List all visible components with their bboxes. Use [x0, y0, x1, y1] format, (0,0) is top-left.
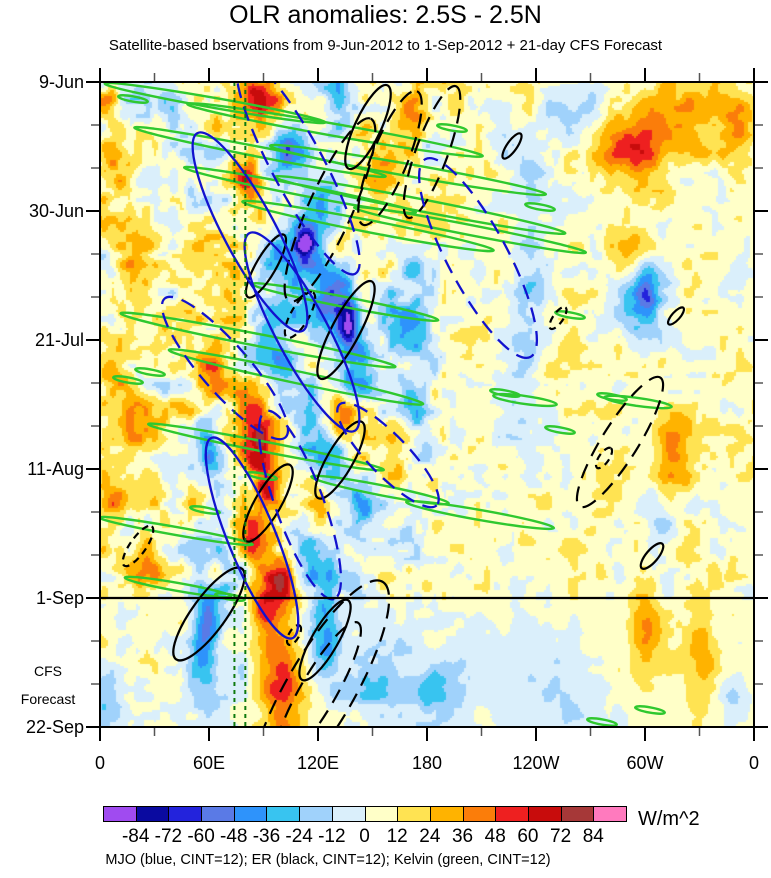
- colorbar-tick-label: 0: [359, 826, 370, 847]
- x-tick-label: 0: [94, 753, 106, 773]
- colorbar-tick-label: 48: [484, 826, 506, 847]
- mjo-wave-contours: [160, 82, 539, 640]
- colorbar-segment: [135, 806, 170, 822]
- x-tick-label: 120E: [296, 753, 340, 773]
- colorbar-segment: [233, 806, 268, 822]
- olr-anomaly-field: [100, 82, 754, 727]
- y-tick-label: 1-Sep: [35, 588, 84, 608]
- plot-frame: [99, 81, 755, 728]
- colorbar-tick-label: 36: [451, 826, 474, 847]
- axis-ticks: [86, 68, 768, 741]
- colorbar-tick-label: 84: [582, 826, 604, 847]
- index-longitude-lines: [233, 82, 247, 727]
- colorbar-tick-label: -84: [121, 826, 150, 847]
- axis-minor-ticks: [91, 73, 763, 736]
- colorbar-tick-label: 12: [386, 826, 408, 847]
- x-tick-label: 180: [411, 753, 443, 773]
- colorbar-tick-label: -12: [318, 826, 346, 847]
- y-tick-label: 22-Sep: [25, 717, 84, 737]
- colorbar: [103, 806, 627, 823]
- x-tick-label: 60W: [626, 753, 664, 773]
- colorbar-segment: [397, 806, 431, 822]
- x-tick-label: 60E: [192, 753, 226, 773]
- x-tick-label: 0: [748, 753, 760, 773]
- colorbar-segment: [429, 806, 464, 822]
- colorbar-segment: [103, 806, 137, 822]
- colorbar-segment: [201, 806, 235, 822]
- colorbar-segment: [299, 806, 333, 822]
- kelvin-wave-contours: [100, 82, 673, 599]
- colorbar-segment: [495, 806, 529, 822]
- cfs-note-line2: Forecast: [20, 691, 76, 707]
- x-tick-label: 120W: [512, 753, 560, 773]
- colorbar-segment: [527, 806, 562, 822]
- colorbar-segment: [331, 806, 366, 822]
- colorbar-segment: [168, 806, 203, 822]
- chart-title: OLR anomalies: 2.5S - 2.5N: [229, 1, 542, 29]
- y-tick-label: 11-Aug: [27, 459, 84, 479]
- colorbar-tick-label: -24: [285, 826, 313, 847]
- units-label: W/m^2: [638, 808, 700, 830]
- y-tick-label: 21-Jul: [34, 330, 84, 350]
- legend-caption: MJO (blue, CINT=12); ER (black, CINT=12)…: [105, 852, 551, 868]
- colorbar-tick-label: -36: [252, 826, 281, 847]
- chart-subtitle: Satellite-based bservations from 9-Jun-2…: [108, 37, 663, 54]
- colorbar-tick-label: -48: [220, 826, 248, 847]
- cfs-note-line1: CFS: [34, 663, 62, 679]
- er-wave-contours: [121, 83, 686, 727]
- colorbar-tick-label: -72: [154, 826, 183, 847]
- colorbar-segment: [266, 806, 301, 822]
- colorbar-tick-label: -60: [187, 826, 215, 847]
- colorbar-tick-label: 72: [550, 826, 572, 847]
- colorbar-segment: [593, 806, 627, 822]
- y-tick-label: 9-Jun: [38, 72, 84, 92]
- colorbar-segment: [364, 806, 399, 822]
- kelvin-short-dashes: [112, 94, 666, 727]
- colorbar-tick-label: 60: [517, 826, 539, 847]
- colorbar-segment: [560, 806, 595, 822]
- colorbar-segment: [462, 806, 497, 822]
- y-tick-label: 30-Jun: [28, 201, 84, 221]
- colorbar-tick-label: 24: [419, 826, 441, 847]
